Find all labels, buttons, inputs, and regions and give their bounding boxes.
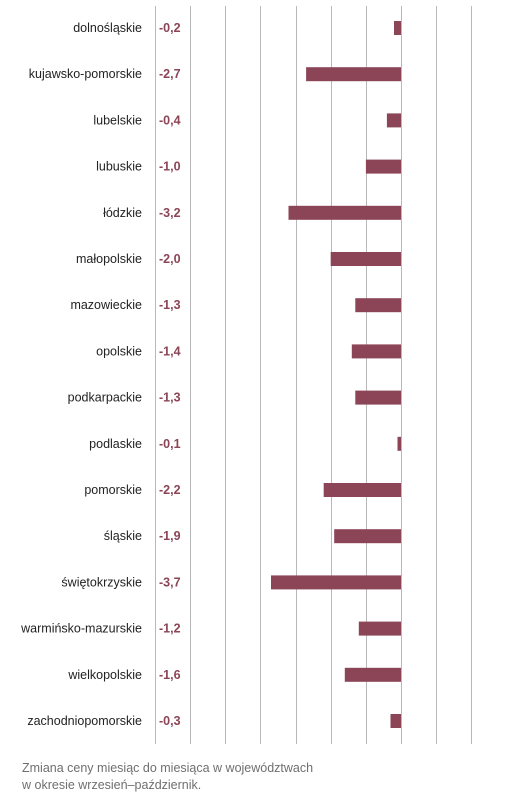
category-label: lubelskie — [93, 113, 142, 127]
value-label: -1,9 — [159, 529, 181, 543]
value-label: -0,2 — [159, 21, 181, 35]
value-label: -3,2 — [159, 206, 181, 220]
value-label: -1,3 — [159, 298, 181, 312]
value-label: -1,0 — [159, 160, 181, 174]
category-label: zachodniopomorskie — [27, 714, 142, 728]
category-label: świętokrzyskie — [61, 575, 142, 589]
value-label: -3,7 — [159, 575, 181, 589]
gridlines — [155, 6, 472, 744]
category-label: podkarpackie — [68, 391, 142, 405]
value-label: -1,2 — [159, 622, 181, 636]
bar — [390, 714, 401, 728]
bar — [334, 529, 401, 544]
bar — [323, 483, 401, 497]
bar — [365, 159, 401, 174]
category-label: lubuskie — [96, 160, 142, 174]
bar — [394, 21, 401, 35]
bar — [386, 113, 401, 128]
bar — [330, 252, 401, 266]
bar — [288, 205, 401, 220]
value-label: -1,4 — [159, 344, 181, 358]
bar — [351, 344, 401, 359]
value-label: -0,4 — [159, 113, 181, 127]
bar-chart: dolnośląskie kujawsko-pomorskie lubelskie l… — [20, 6, 472, 744]
category-labels: dolnośląskie kujawsko-pomorskie lubelskie l… — [20, 21, 142, 728]
category-label: opolskie — [96, 344, 142, 358]
bar — [344, 667, 401, 682]
category-label: wielkopolskie — [67, 668, 142, 682]
bar — [397, 436, 401, 451]
category-label: kujawsko-pomorskie — [29, 67, 142, 81]
caption-line-2: w okresie wrzesień–październik. — [22, 778, 202, 792]
value-label: -0,3 — [159, 714, 181, 728]
bar — [355, 298, 401, 313]
chart-caption: Zmiana ceny miesiąc do miesiąca w wojewó… — [22, 760, 492, 794]
value-labels: -0,2 -2,7 -0,4 -1,0 -3,2 -2,0 -1,3 -1,4 -1,3 -0,1… — [159, 21, 181, 728]
bar — [271, 575, 401, 590]
bar — [306, 67, 401, 82]
value-label: -2,7 — [159, 67, 181, 81]
category-label: łódzkie — [103, 206, 142, 220]
category-label: małopolskie — [76, 252, 142, 266]
category-label: podlaskie — [89, 437, 142, 451]
category-label: śląskie — [104, 529, 142, 543]
bars — [271, 21, 401, 728]
value-label: -0,1 — [159, 437, 181, 451]
value-label: -2,2 — [159, 483, 181, 497]
value-label: -1,3 — [159, 391, 181, 405]
category-label: mazowieckie — [70, 298, 142, 312]
value-label: -2,0 — [159, 252, 181, 266]
bar — [358, 621, 401, 636]
bar — [355, 390, 401, 405]
category-label: dolnośląskie — [73, 21, 142, 35]
value-label: -1,6 — [159, 668, 181, 682]
category-label: warmińsko-mazurskie — [20, 622, 142, 636]
category-label: pomorskie — [84, 483, 142, 497]
caption-line-1: Zmiana ceny miesiąc do miesiąca w wojewó… — [22, 761, 314, 775]
